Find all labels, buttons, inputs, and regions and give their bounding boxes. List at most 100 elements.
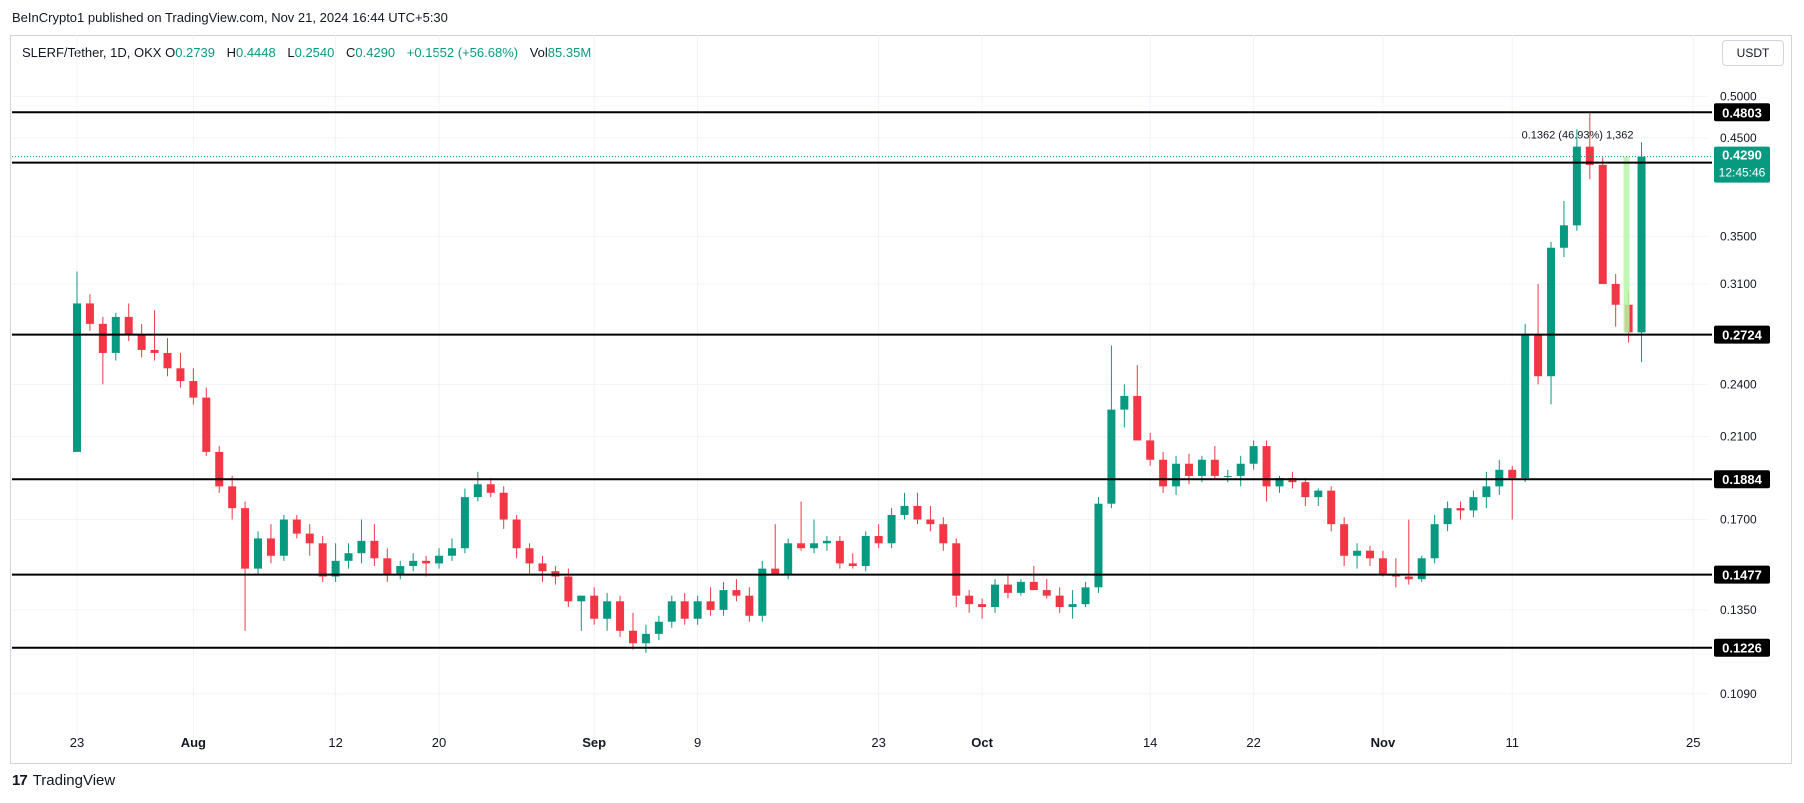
candle-body[interactable] [228, 486, 237, 509]
candle-body[interactable] [150, 349, 159, 353]
candle-body[interactable] [1378, 558, 1387, 574]
candle-body[interactable] [318, 543, 327, 577]
candle-body[interactable] [1003, 584, 1012, 593]
candle-body[interactable] [991, 584, 1000, 608]
candle-body[interactable] [732, 590, 741, 596]
candle-body[interactable] [628, 630, 637, 644]
candle-body[interactable] [564, 576, 573, 602]
candle-body[interactable] [1547, 247, 1556, 377]
candle-body[interactable] [577, 595, 586, 602]
candle-body[interactable] [279, 519, 288, 556]
candle-body[interactable] [822, 540, 831, 544]
candle-body[interactable] [1482, 486, 1491, 498]
candle-body[interactable] [1042, 590, 1051, 596]
candle-body[interactable] [241, 508, 250, 569]
candle-body[interactable] [189, 381, 198, 398]
candle-body[interactable] [1184, 463, 1193, 476]
candle-body[interactable] [835, 540, 844, 564]
candle-body[interactable] [1249, 446, 1258, 464]
candle-body[interactable] [706, 601, 715, 610]
candle-body[interactable] [848, 563, 857, 567]
candle-body[interactable] [202, 397, 211, 452]
candle-body[interactable] [926, 519, 935, 525]
candle-body[interactable] [137, 335, 146, 350]
candle-body[interactable] [254, 538, 263, 569]
candle-body[interactable] [1327, 490, 1336, 525]
candle-body[interactable] [525, 548, 534, 564]
candle-body[interactable] [745, 595, 754, 616]
candle-body[interactable] [538, 563, 547, 572]
candle-body[interactable] [680, 601, 689, 619]
candle-body[interactable] [305, 533, 314, 544]
candle-body[interactable] [98, 323, 107, 353]
candle-body[interactable] [486, 484, 495, 493]
candle-body[interactable] [1456, 508, 1465, 511]
candle-body[interactable] [693, 601, 702, 619]
candle-body[interactable] [370, 540, 379, 559]
candle-body[interactable] [1068, 604, 1077, 608]
candle-body[interactable] [1417, 558, 1426, 580]
candle-body[interactable] [913, 505, 922, 520]
candle-body[interactable] [447, 548, 456, 556]
candle-body[interactable] [1275, 477, 1284, 487]
candle-body[interactable] [667, 601, 676, 622]
candle-body[interactable] [810, 543, 819, 549]
candle-body[interactable] [85, 303, 94, 324]
candle-body[interactable] [965, 595, 974, 605]
candle-body[interactable] [344, 553, 353, 561]
candle-body[interactable] [1559, 225, 1568, 248]
candle-body[interactable] [1637, 156, 1646, 333]
legend-symbol[interactable]: SLERF/Tether, 1D, OKX [22, 45, 162, 60]
candle-body[interactable] [1055, 595, 1064, 608]
candle-body[interactable] [952, 543, 961, 596]
candle-body[interactable] [383, 558, 392, 574]
candle-body[interactable] [719, 590, 728, 610]
candle-body[interactable] [641, 633, 650, 644]
candle-body[interactable] [1016, 581, 1025, 593]
candle-body[interactable] [590, 595, 599, 619]
candle-body[interactable] [1223, 475, 1232, 477]
candle-body[interactable] [1469, 497, 1478, 511]
candle-body[interactable] [215, 451, 224, 487]
candle-body[interactable] [771, 568, 780, 574]
candle-body[interactable] [797, 543, 806, 549]
candle-body[interactable] [861, 536, 870, 567]
candle-body[interactable] [396, 566, 405, 574]
currency-button[interactable]: USDT [1722, 40, 1784, 66]
candle-body[interactable] [331, 560, 340, 577]
candle-body[interactable] [357, 540, 366, 554]
candle-body[interactable] [435, 555, 444, 564]
candle-body[interactable] [1094, 503, 1103, 588]
candle-body[interactable] [900, 505, 909, 515]
candle-body[interactable] [1301, 482, 1310, 498]
candle-body[interactable] [73, 303, 81, 452]
candle-body[interactable] [1508, 469, 1517, 478]
candle-body[interactable] [1262, 446, 1271, 487]
candle-body[interactable] [1404, 576, 1413, 580]
candle-body[interactable] [163, 352, 172, 369]
candle-body[interactable] [1340, 524, 1349, 556]
candle-body[interactable] [1353, 550, 1362, 556]
candle-body[interactable] [1443, 508, 1452, 525]
candle-body[interactable] [616, 601, 625, 631]
candle-body[interactable] [939, 524, 948, 544]
candle-body[interactable] [1133, 395, 1142, 441]
candle-body[interactable] [473, 484, 482, 498]
candle-body[interactable] [1159, 459, 1168, 487]
candle-body[interactable] [887, 514, 896, 544]
candle-body[interactable] [784, 543, 793, 574]
candle-body[interactable] [1210, 459, 1219, 476]
candle-body[interactable] [1146, 440, 1155, 460]
candle-body[interactable] [1495, 469, 1504, 487]
candle-body[interactable] [409, 560, 418, 567]
candle-body[interactable] [292, 519, 301, 534]
candle-body[interactable] [1107, 409, 1116, 504]
candle-body[interactable] [124, 316, 133, 336]
candle-body[interactable] [1197, 459, 1206, 476]
candle-body[interactable] [1314, 490, 1323, 498]
candle-body[interactable] [978, 604, 987, 608]
candle-body[interactable] [1521, 335, 1530, 478]
candle-body[interactable] [1534, 335, 1543, 377]
candle-body[interactable] [1172, 463, 1181, 487]
